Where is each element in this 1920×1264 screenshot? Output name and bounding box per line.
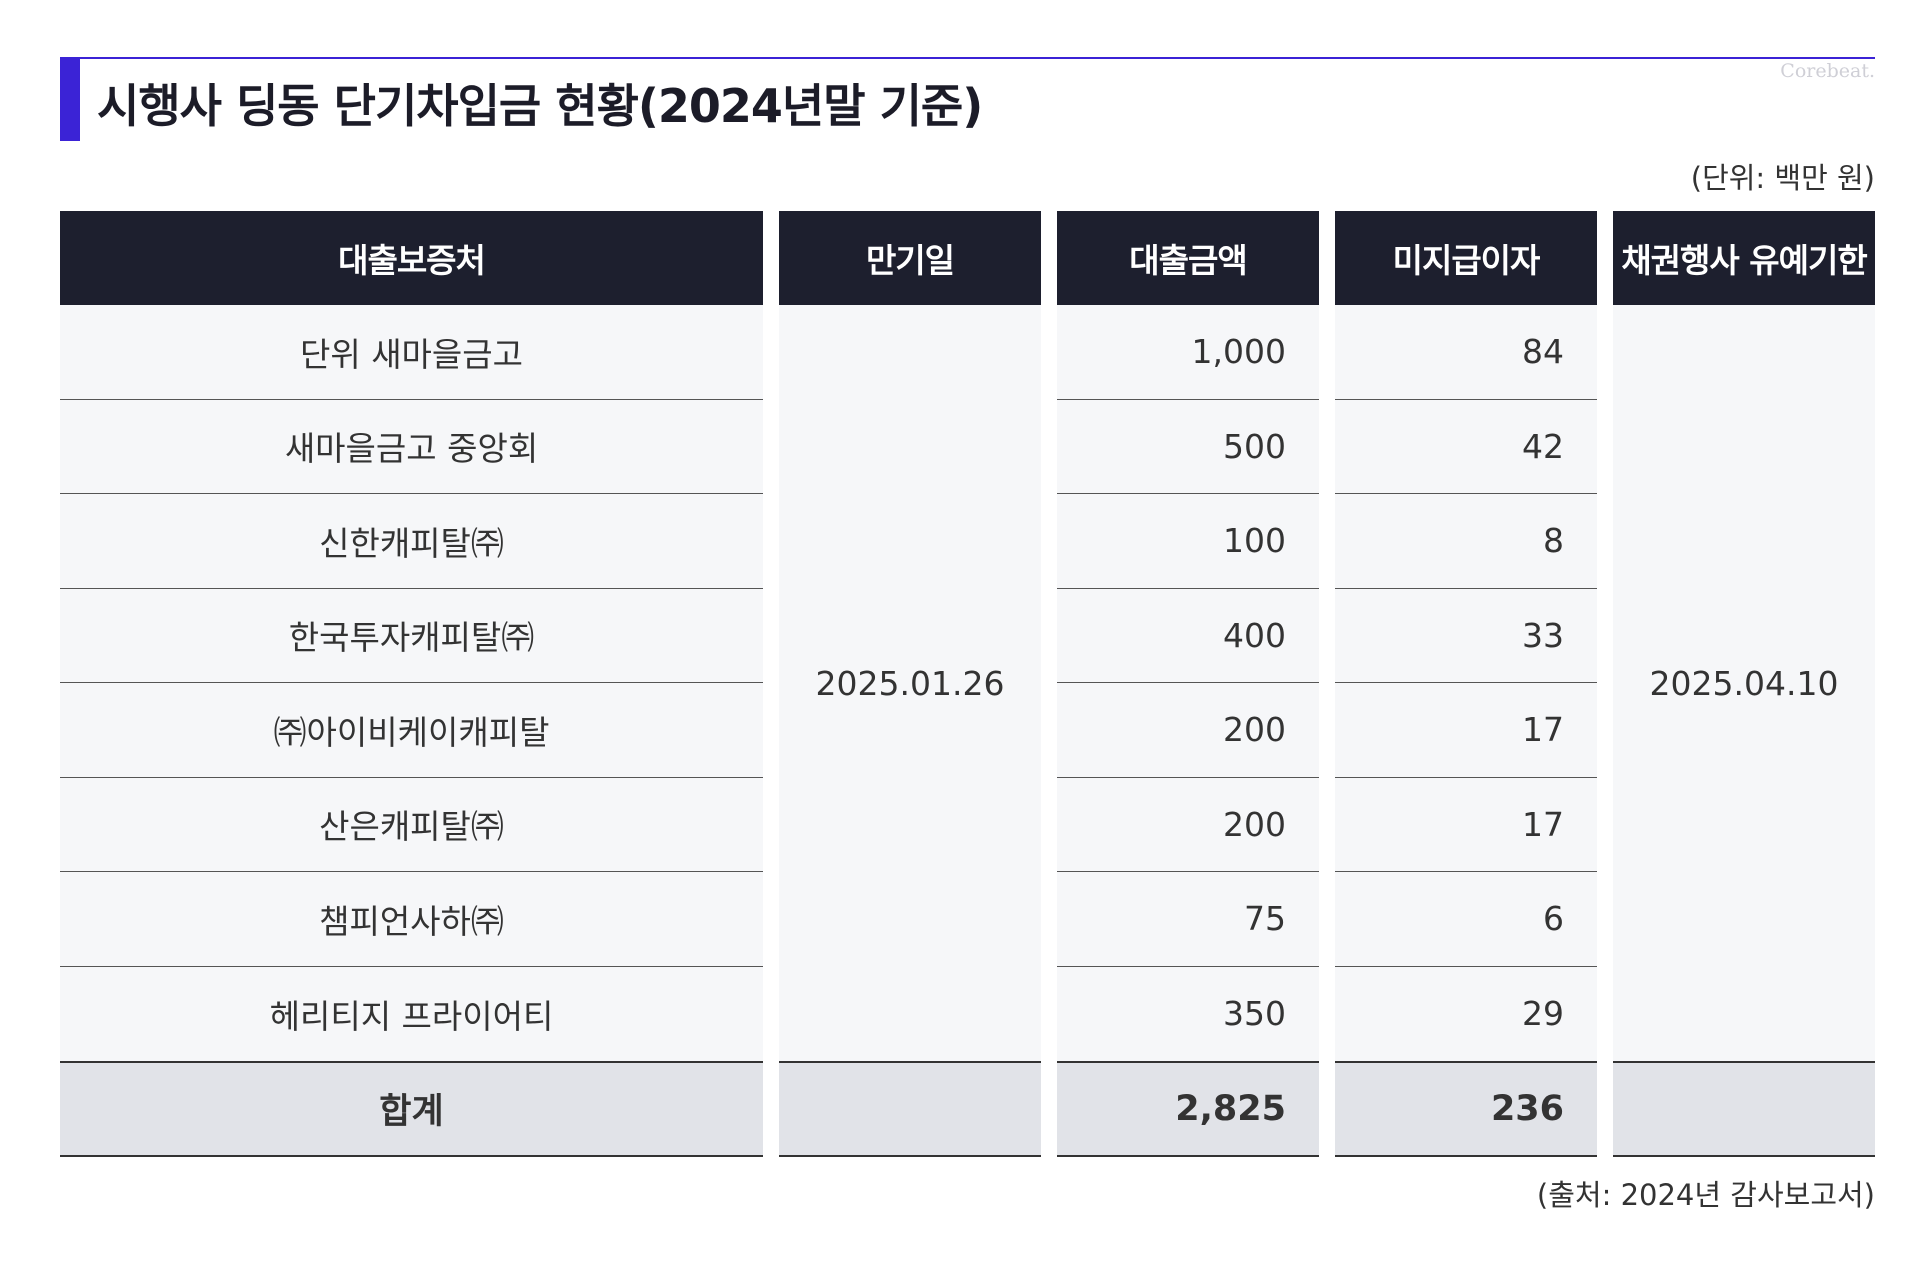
table-cell-interest: 17 <box>1335 683 1597 778</box>
watermark-logo: Corebeat. <box>1780 60 1875 82</box>
table-cell-amount: 200 <box>1057 778 1319 872</box>
interest-rows: 84 42 8 33 17 17 6 29 <box>1335 305 1597 1061</box>
lender-rows: 단위 새마을금고 새마을금고 중앙회 신한캐피탈㈜ 한국투자캐피탈㈜ ㈜아이비케… <box>60 305 763 1061</box>
table-cell-amount: 100 <box>1057 494 1319 589</box>
unit-note: (단위: 백만 원) <box>1690 161 1875 195</box>
header-grace-deadline: 채권행사 유예기한 <box>1613 211 1875 305</box>
table-cell-amount: 400 <box>1057 589 1319 683</box>
table-cell-interest: 84 <box>1335 305 1597 400</box>
table-cell-interest: 17 <box>1335 778 1597 872</box>
page-title: 시행사 딩동 단기차입금 현황(2024년말 기준) <box>97 79 983 133</box>
table-row: 신한캐피탈㈜ <box>60 494 763 589</box>
total-maturity-empty <box>779 1061 1041 1157</box>
table-cell-interest: 42 <box>1335 400 1597 494</box>
title-accent-bar <box>60 59 80 141</box>
table-cell-interest: 6 <box>1335 872 1597 967</box>
header-maturity: 만기일 <box>779 211 1041 305</box>
grace-deadline: 2025.04.10 <box>1613 305 1875 1061</box>
header-amount: 대출금액 <box>1057 211 1319 305</box>
table-row: ㈜아이비케이캐피탈 <box>60 683 763 778</box>
maturity-date: 2025.01.26 <box>779 305 1041 1061</box>
table-cell-amount: 1,000 <box>1057 305 1319 400</box>
header-interest: 미지급이자 <box>1335 211 1597 305</box>
table-cell-amount: 200 <box>1057 683 1319 778</box>
column-lender: 대출보증처 단위 새마을금고 새마을금고 중앙회 신한캐피탈㈜ 한국투자캐피탈㈜… <box>60 211 763 1157</box>
total-label: 합계 <box>60 1060 763 1157</box>
table-cell-amount: 350 <box>1223 994 1286 1033</box>
total-amount: 2,825 <box>1057 1060 1319 1157</box>
table-row: 챔피언사하㈜ <box>60 872 763 967</box>
table-row: 단위 새마을금고 <box>60 305 763 400</box>
total-grace-empty <box>1613 1061 1875 1157</box>
column-maturity: 만기일 2025.01.26 <box>779 211 1041 1157</box>
table-row: 산은캐피탈㈜ <box>60 778 763 872</box>
table-cell-interest: 8 <box>1335 494 1597 589</box>
column-grace-deadline: 채권행사 유예기한 2025.04.10 <box>1613 211 1875 1157</box>
table-cell-interest: 29 <box>1522 994 1564 1033</box>
table-cell-interest: 33 <box>1335 589 1597 683</box>
table-row: 한국투자캐피탈㈜ <box>60 589 763 683</box>
total-interest: 236 <box>1335 1060 1597 1157</box>
table-cell-amount: 75 <box>1057 872 1319 967</box>
column-interest: 미지급이자 84 42 8 33 17 17 6 29 236 <box>1335 211 1597 1157</box>
table-row: 헤리티지 프라이어티 <box>269 996 554 1036</box>
column-amount: 대출금액 1,000 500 100 400 200 200 75 350 2,… <box>1057 211 1319 1157</box>
amount-rows: 1,000 500 100 400 200 200 75 350 <box>1057 305 1319 1061</box>
source-note: (출처: 2024년 감사보고서) <box>1536 1178 1875 1212</box>
header-lender: 대출보증처 <box>60 211 763 305</box>
table-cell-amount: 500 <box>1057 400 1319 494</box>
table-row: 새마을금고 중앙회 <box>60 400 763 494</box>
top-rule <box>60 57 1875 59</box>
